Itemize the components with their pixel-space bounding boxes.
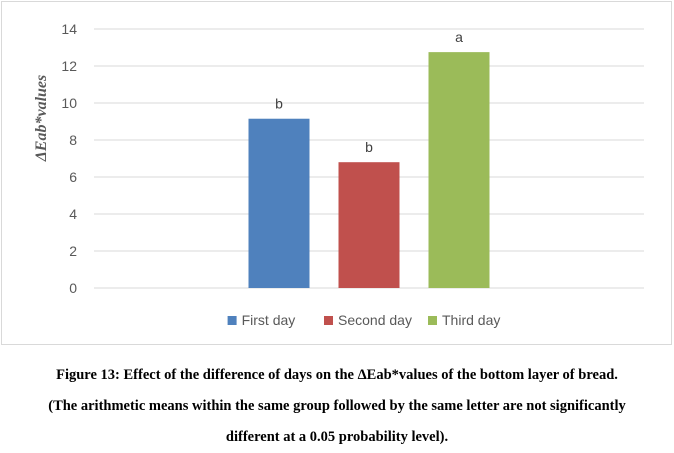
data-labels: b b a [275,29,463,155]
legend-swatch [227,316,237,325]
y-tick-label: 10 [61,95,77,111]
data-label: a [455,29,463,45]
y-tick-label: 14 [61,21,77,37]
bar-first-day [248,118,310,288]
y-axis-title: ΔEab*values [33,75,50,162]
legend: First day Second day Third day [227,312,500,328]
bars [248,52,490,288]
caption-line-3: different at a 0.05 probability level). [225,429,449,445]
y-axis-ticks: 0 2 4 6 8 10 12 14 [61,21,77,296]
data-label: b [365,139,373,155]
figure-caption: Figure 13: Effect of the difference of d… [0,360,674,453]
data-label: b [275,96,283,112]
chart-area: 0 2 4 6 8 10 12 14 b b a ΔEab*values First day Sec… [1,1,672,345]
y-tick-label: 0 [69,280,77,296]
y-tick-label: 12 [61,58,77,74]
y-tick-label: 8 [69,132,77,148]
legend-label: Second day [338,312,412,328]
legend-swatch [324,316,333,325]
bar-third-day [428,52,490,288]
legend-label: Third day [442,312,500,328]
legend-swatch [428,316,437,325]
y-tick-label: 6 [69,169,77,185]
caption-line-1: Figure 13: Effect of the difference of d… [56,367,618,383]
y-tick-label: 2 [69,243,77,259]
bar-chart: 0 2 4 6 8 10 12 14 b b a ΔEab*values First day Sec… [33,21,644,328]
legend-label: First day [242,312,296,328]
bar-second-day [338,162,400,288]
caption-line-2: (The arithmetic means within the same gr… [48,398,626,414]
y-tick-label: 4 [69,206,77,222]
